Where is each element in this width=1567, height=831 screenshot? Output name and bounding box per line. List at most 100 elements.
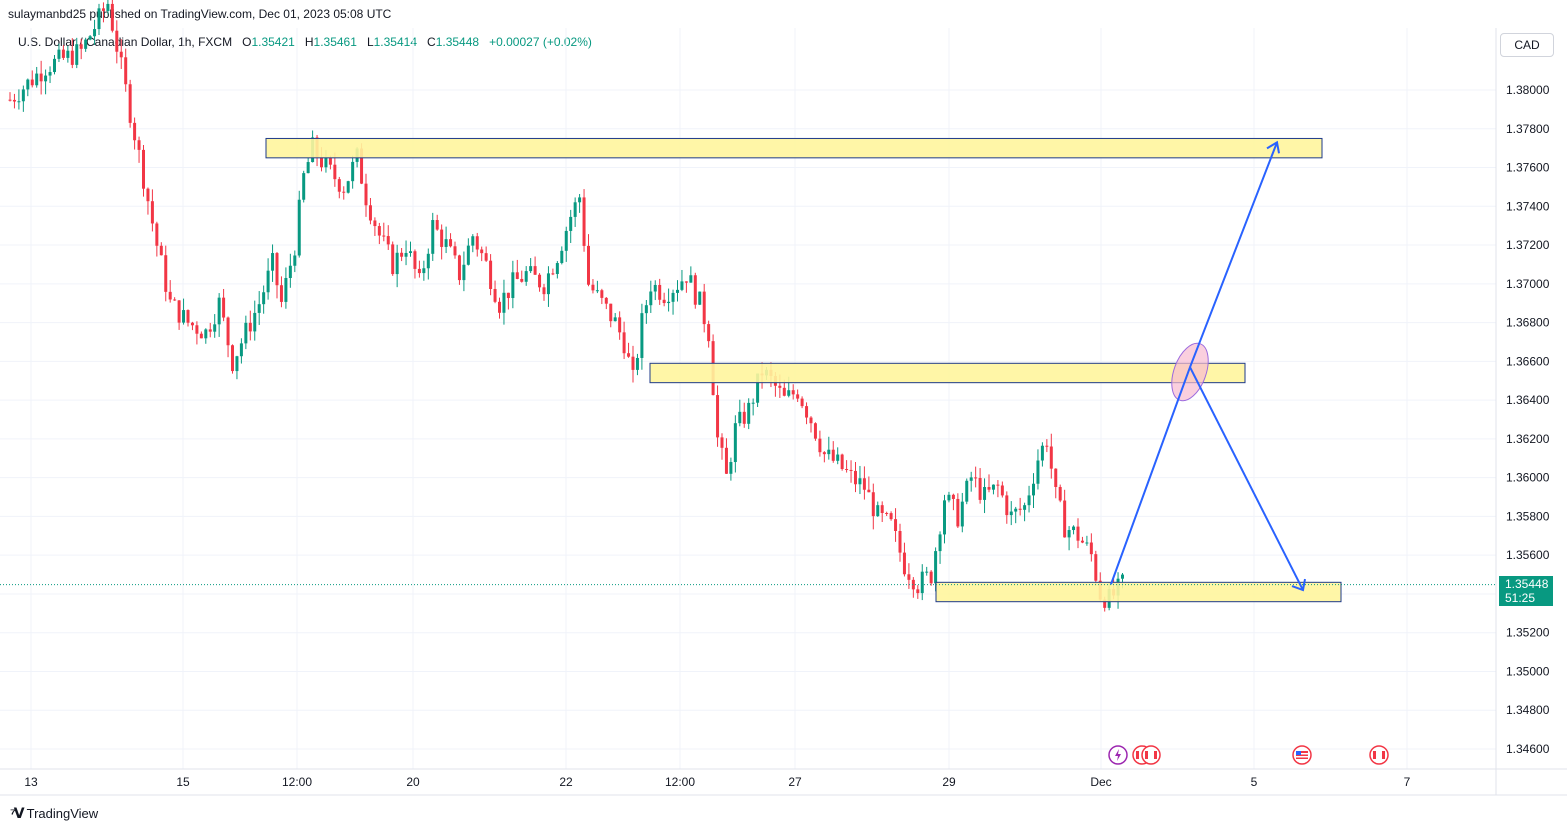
projection-arrows[interactable]	[1110, 140, 1306, 592]
candle-down	[386, 225, 390, 250]
bearish-projection-line[interactable]	[1189, 366, 1304, 591]
time-tick-label: 5	[1251, 775, 1258, 789]
candle-up	[738, 399, 742, 427]
candle-down	[885, 511, 889, 517]
candle-down	[61, 45, 65, 60]
time-tick-label: Dec	[1090, 775, 1111, 789]
candle-up	[21, 85, 25, 112]
candle-down	[373, 217, 377, 236]
candle-up	[88, 35, 92, 41]
candle-down	[894, 508, 898, 542]
candle-down	[475, 232, 479, 257]
support-resistance-zones[interactable]	[265, 137, 1342, 603]
time-tick-label: 13	[24, 775, 38, 789]
candle-down	[480, 246, 484, 262]
candle-up	[266, 258, 270, 300]
candle-down	[190, 321, 194, 331]
candle-up	[204, 328, 208, 344]
candle-down	[662, 292, 666, 307]
candle-down	[622, 321, 626, 360]
candle-down	[337, 176, 341, 199]
candle-down	[684, 281, 688, 293]
tradingview-brand[interactable]: ⁷𝗩 TradingView	[10, 805, 98, 822]
price-tick-label: 1.37000	[1506, 277, 1550, 291]
candle-down	[364, 173, 368, 217]
candle-up	[943, 494, 946, 544]
candle-down	[124, 48, 128, 92]
open-label: O	[242, 35, 252, 49]
economic-events[interactable]	[1108, 745, 1389, 765]
candle-up	[947, 491, 951, 503]
time-tick-label: 7	[1404, 775, 1411, 789]
candle-up	[560, 246, 564, 265]
candle-down	[279, 276, 283, 308]
time-axis[interactable]: 13 15 12:00 20 22 12:00 27 29 Dec 5 7	[24, 775, 1410, 789]
candle-up	[511, 260, 515, 309]
candle-down	[809, 416, 813, 433]
candle-down	[867, 476, 871, 493]
candle-up	[244, 315, 248, 350]
candle-down	[533, 256, 537, 275]
price-zone-rectangle[interactable]	[935, 581, 1342, 603]
candle-up	[239, 338, 243, 364]
canada-flag-icon[interactable]	[1369, 745, 1389, 765]
candle-up	[351, 155, 355, 189]
us-flag-icon[interactable]	[1292, 745, 1312, 765]
candle-up	[17, 89, 21, 110]
open-value: 1.35421	[251, 35, 295, 49]
canada-flag-icon[interactable]	[1141, 745, 1161, 765]
candle-down	[898, 523, 902, 562]
candle-up	[747, 398, 751, 430]
time-tick-label: 12:00	[282, 775, 312, 789]
last-price-label: 1.35448 51:25	[1499, 576, 1553, 606]
lightning-event-icon[interactable]	[1108, 745, 1128, 765]
candle-down	[440, 224, 444, 260]
candle-down	[582, 189, 586, 252]
price-zone-rectangle[interactable]	[265, 137, 1323, 159]
candle-down	[146, 187, 150, 215]
candle-down	[813, 422, 817, 441]
candle-down	[849, 460, 853, 483]
symbol-name[interactable]: U.S. Dollar / Canadian Dollar, 1h, FXCM	[18, 35, 233, 49]
currency-button[interactable]: CAD	[1500, 33, 1554, 57]
candle-down	[929, 570, 933, 586]
price-tick-label: 1.38000	[1506, 83, 1550, 97]
candle-up	[48, 66, 52, 84]
candle-up	[409, 241, 412, 257]
price-axis[interactable]: 1.346001.348001.350001.352001.354001.356…	[1506, 83, 1550, 756]
candle-up	[991, 484, 995, 495]
candle-down	[222, 288, 226, 322]
candle-down	[155, 221, 159, 257]
low-value: 1.35414	[373, 35, 418, 49]
candle-up	[613, 313, 617, 322]
candle-down	[377, 222, 381, 245]
candle-up	[960, 492, 964, 533]
candle-down	[70, 38, 74, 69]
candle-up	[729, 457, 733, 481]
close-value: 1.35448	[435, 35, 480, 49]
candle-down	[101, 2, 105, 23]
candle-up	[925, 566, 929, 576]
price-tick-label: 1.37200	[1506, 238, 1550, 252]
price-zone-rectangle[interactable]	[649, 362, 1246, 384]
candle-up	[262, 285, 266, 314]
candle-up	[97, 3, 101, 35]
candle-up	[75, 37, 79, 69]
candle-down	[911, 577, 915, 598]
price-tick-label: 1.35200	[1506, 626, 1550, 640]
time-tick-label: 20	[406, 775, 420, 789]
candle-up	[271, 244, 275, 282]
candle-up	[293, 250, 297, 273]
price-tick-label: 1.34800	[1506, 703, 1550, 717]
price-tick-label: 1.35600	[1506, 548, 1550, 562]
time-tick-label: 27	[788, 775, 802, 789]
candle-up	[431, 212, 435, 261]
candle-down	[417, 260, 421, 278]
candle-down	[1005, 491, 1009, 524]
time-tick-label: 22	[559, 775, 573, 789]
candle-down	[128, 79, 132, 128]
candle-down	[1018, 497, 1022, 516]
brand-name: TradingView	[26, 806, 99, 821]
candle-down	[609, 303, 613, 328]
